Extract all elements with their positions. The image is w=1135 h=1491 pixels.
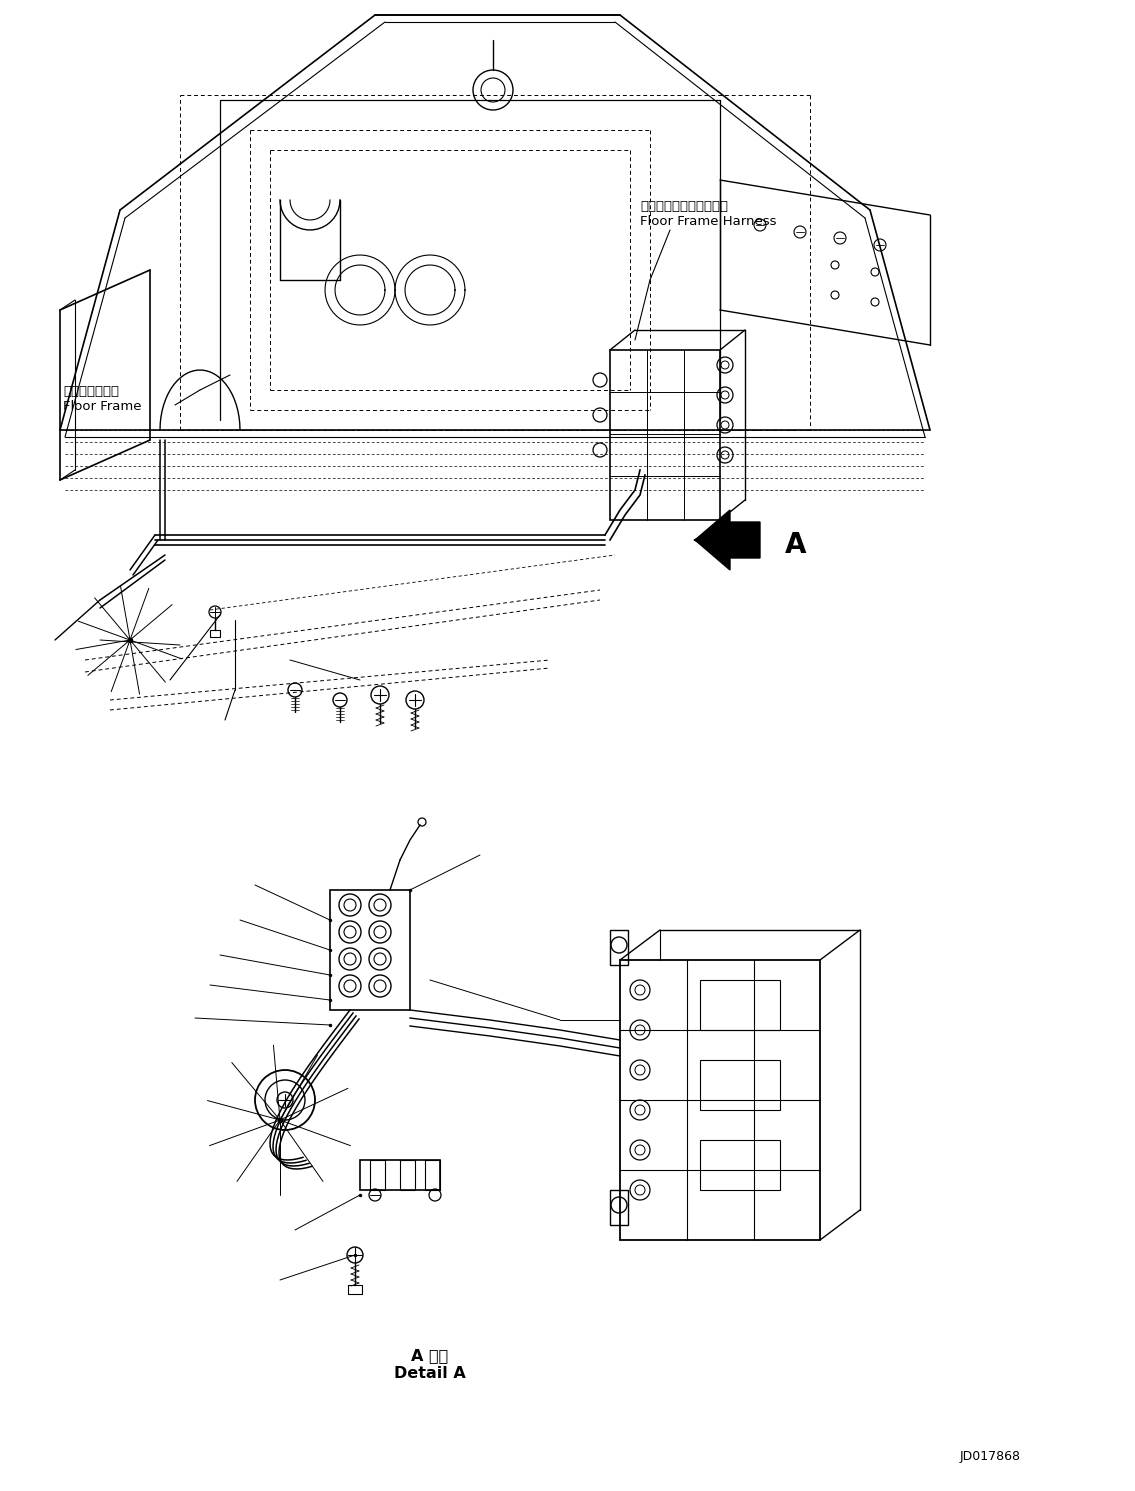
Text: A 詳細: A 詳細 bbox=[411, 1348, 448, 1363]
Bar bbox=[370, 1160, 385, 1190]
Text: フロアフレーム: フロアフレーム bbox=[64, 385, 119, 398]
Bar bbox=[700, 1060, 780, 1109]
Bar bbox=[210, 631, 220, 637]
Text: Detail A: Detail A bbox=[394, 1366, 465, 1381]
Bar bbox=[700, 980, 780, 1030]
Text: フロアフレームハーネス: フロアフレームハーネス bbox=[640, 200, 728, 213]
Bar bbox=[700, 1141, 780, 1190]
Text: Floor Frame Harness: Floor Frame Harness bbox=[640, 215, 776, 228]
Bar bbox=[360, 1160, 440, 1190]
Bar bbox=[330, 890, 410, 1009]
Bar bbox=[609, 1190, 628, 1226]
Bar bbox=[424, 1160, 440, 1190]
Bar bbox=[348, 1285, 362, 1294]
Bar bbox=[400, 1160, 415, 1190]
Text: JD017868: JD017868 bbox=[959, 1451, 1020, 1463]
Polygon shape bbox=[695, 510, 760, 570]
Text: Floor Frame: Floor Frame bbox=[64, 400, 142, 413]
Bar bbox=[609, 350, 720, 520]
Bar bbox=[609, 930, 628, 965]
Bar bbox=[620, 960, 819, 1241]
Text: A: A bbox=[785, 531, 807, 559]
